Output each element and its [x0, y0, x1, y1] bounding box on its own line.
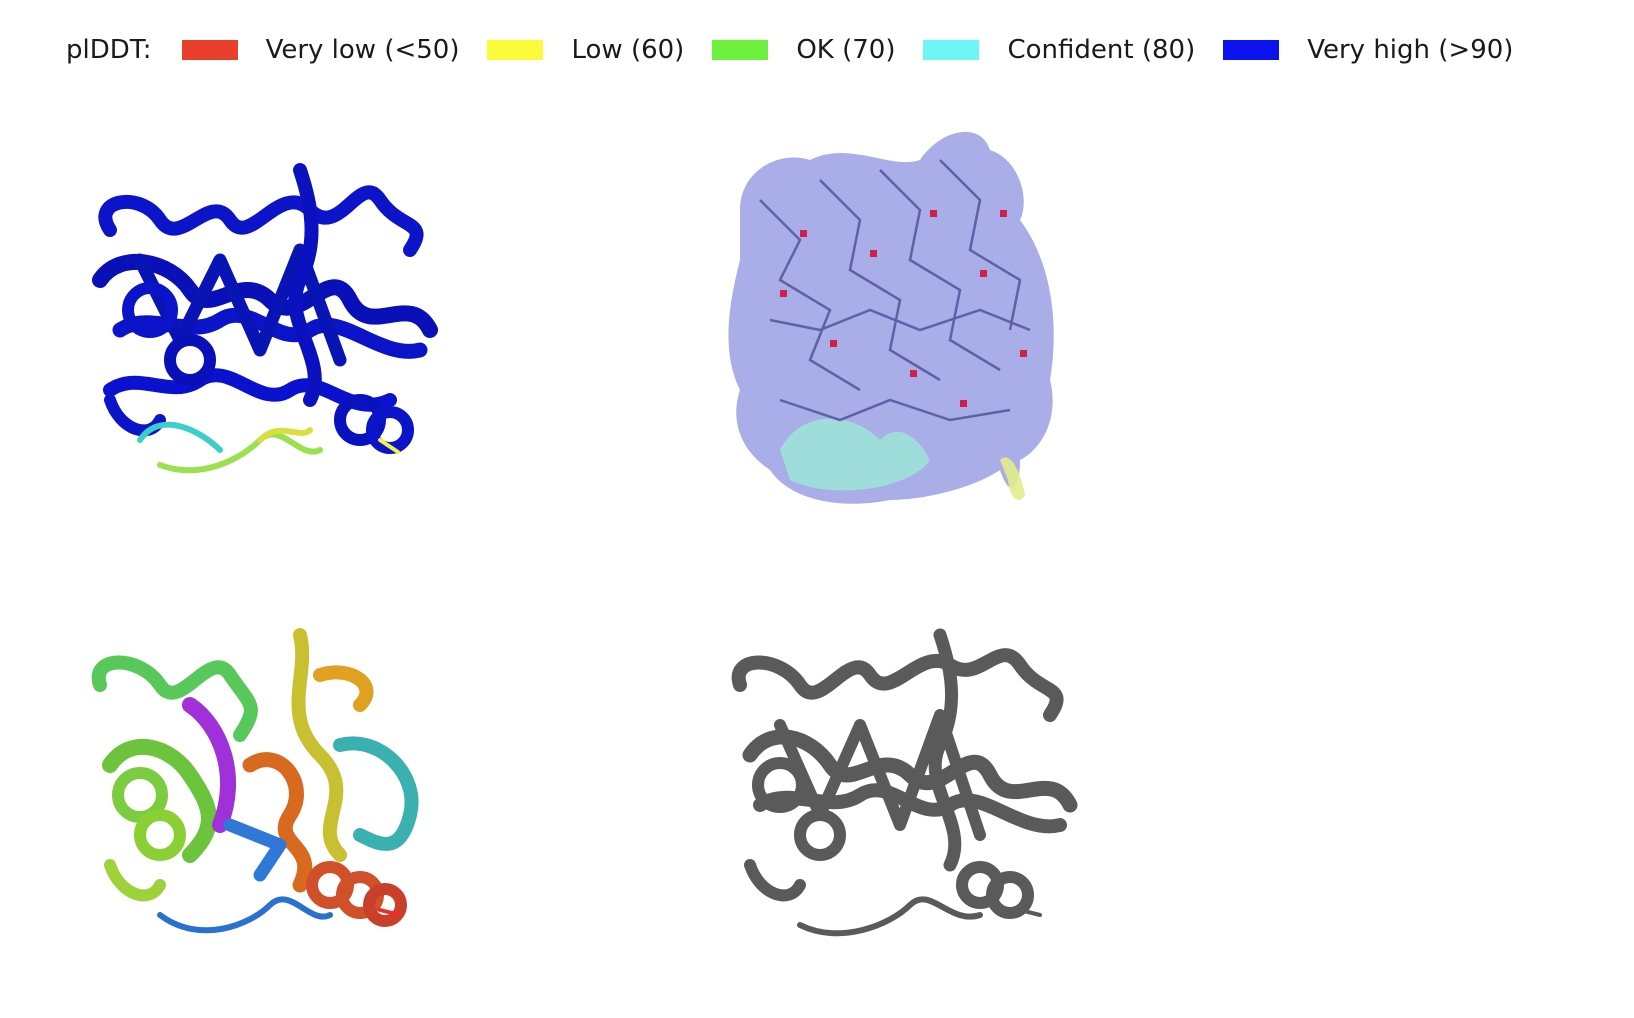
legend-swatch-low: [487, 40, 544, 60]
legend-item-very-high: Very high (>90): [1223, 35, 1513, 65]
legend-swatch-very-low: [181, 40, 238, 60]
protein-cartoon-rainbow-icon: [91, 628, 419, 934]
legend-item-ok: OK (70): [712, 35, 895, 65]
plddt-surface-panel: [720, 120, 1100, 530]
legend-label-low: Low (60): [571, 35, 685, 65]
legend-swatch-confident: [923, 40, 980, 60]
legend-label-very-low: Very low (<50): [265, 35, 460, 65]
protein-cartoon-gray-icon: [731, 628, 1078, 937]
legend-item-confident: Confident (80): [923, 35, 1195, 65]
legend-label-ok: OK (70): [796, 35, 896, 65]
legend-swatch-very-high: [1223, 40, 1280, 60]
protein-cartoon-plddt-icon: [92, 163, 438, 474]
legend-swatch-ok: [712, 40, 769, 60]
gray-cartoon-panel: [720, 625, 1100, 965]
legend-label-confident: Confident (80): [1007, 35, 1196, 65]
protein-surface-sticks-icon: [728, 131, 1054, 504]
legend-item-very-low: Very low (<50): [181, 35, 460, 65]
plddt-legend: plDDT: Very low (<50) Low (60) OK (70) C…: [66, 30, 1513, 70]
legend-item-low: Low (60): [487, 35, 684, 65]
rainbow-cartoon-panel: [80, 625, 460, 965]
legend-label-very-high: Very high (>90): [1307, 35, 1514, 65]
plddt-cartoon-panel: [80, 160, 460, 500]
legend-title: plDDT:: [66, 35, 152, 65]
